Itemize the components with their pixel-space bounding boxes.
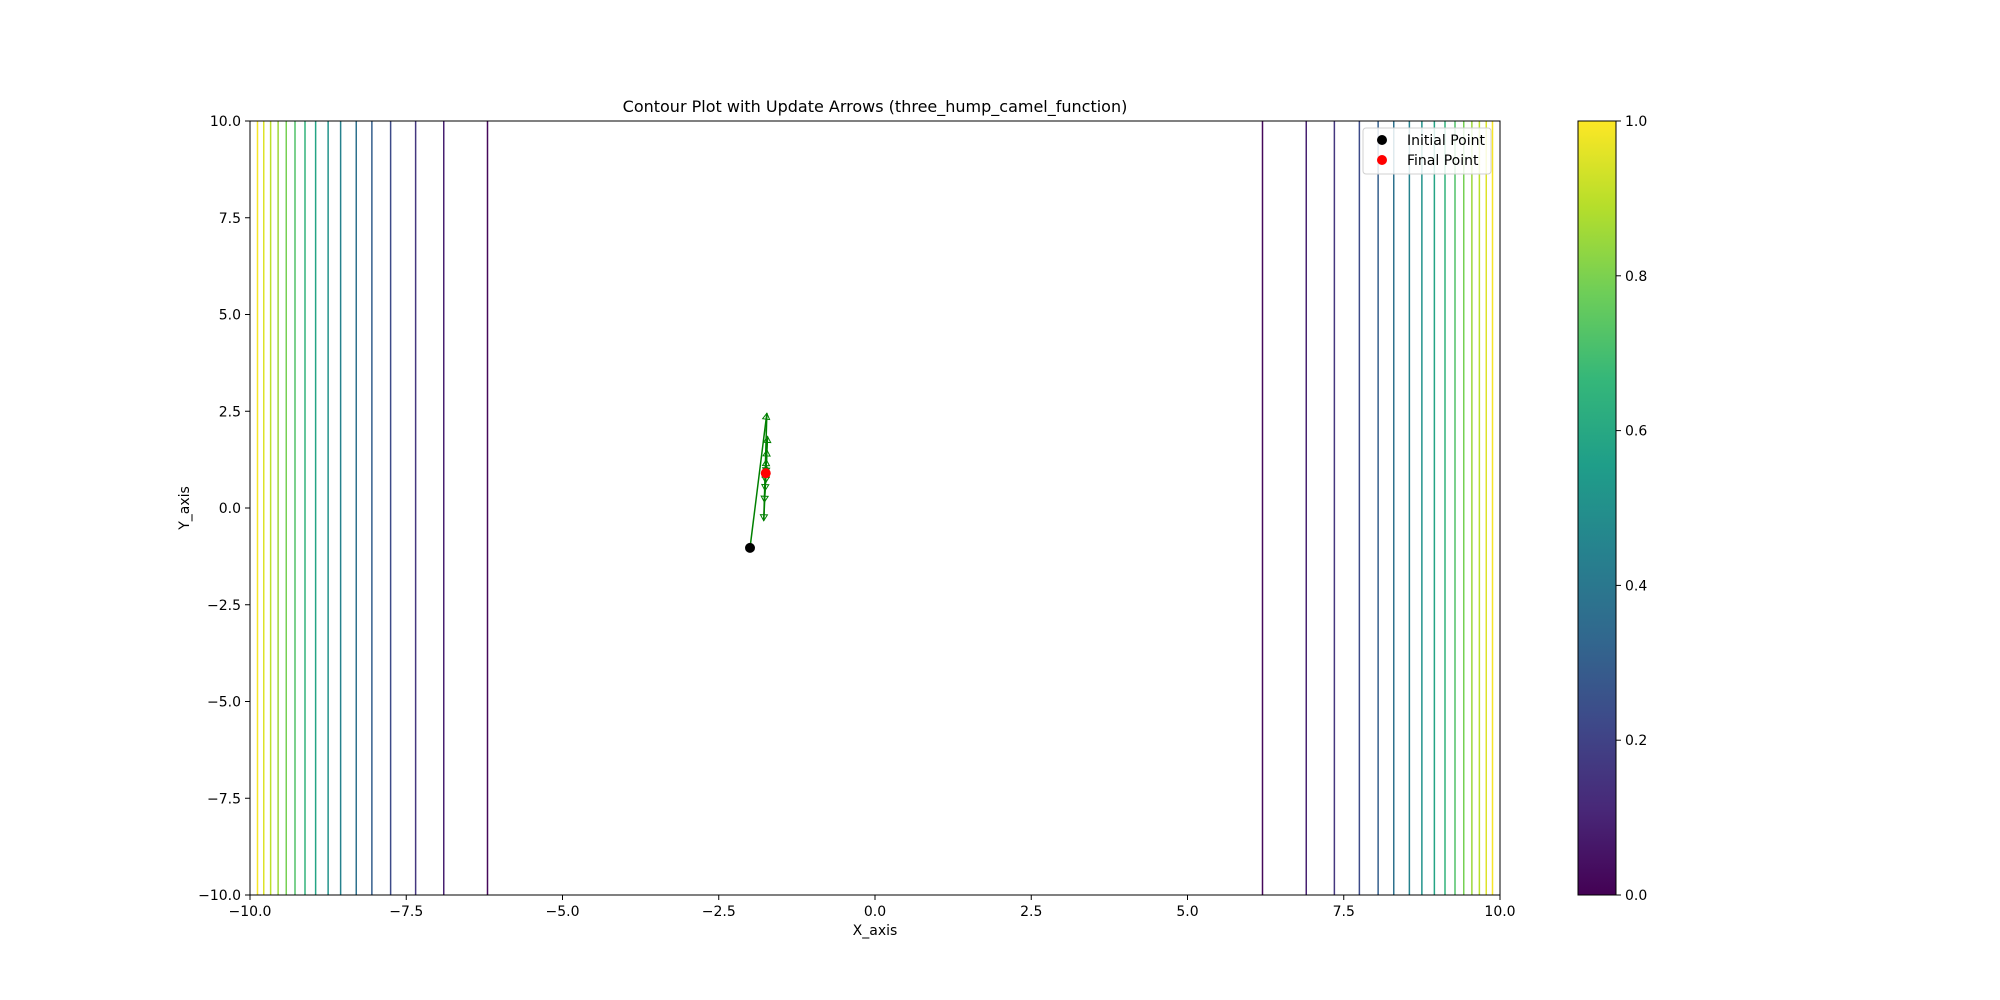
colorbar-gradient (1577, 120, 1617, 896)
legend-label-final: Final Point (1407, 153, 1479, 169)
colorbar: 0.0 0.2 0.4 0.6 0.8 1.0 (1577, 114, 1647, 904)
update-path (749, 412, 772, 548)
y-tick-label: 10.0 (210, 114, 241, 130)
x-tick-label: 7.5 (1333, 904, 1355, 920)
colorbar-tick-label: 0.2 (1625, 733, 1647, 749)
legend-box (1362, 127, 1492, 175)
y-axis-ticks: −10.0 −7.5 −5.0 −2.5 0.0 2.5 5.0 7.5 10.0 (198, 114, 250, 904)
legend-marker-final (1377, 155, 1387, 165)
legend: Initial Point Final Point (1362, 127, 1492, 175)
y-tick-label: 7.5 (219, 211, 241, 227)
colorbar-ticks: 0.0 0.2 0.4 0.6 0.8 1.0 (1616, 114, 1647, 904)
y-tick-label: −2.5 (207, 598, 241, 614)
x-tick-label: −7.5 (389, 904, 423, 920)
initial-point-marker (745, 542, 755, 553)
chart-title: Contour Plot with Update Arrows (three_h… (623, 97, 1128, 117)
colorbar-tick-label: 0.4 (1625, 578, 1647, 594)
y-tick-label: 0.0 (219, 501, 241, 517)
x-axis-label: X_axis (853, 923, 898, 939)
x-tick-label: 10.0 (1484, 904, 1515, 920)
colorbar-tick-label: 0.6 (1625, 424, 1647, 440)
x-tick-label: −10.0 (229, 904, 272, 920)
plot-frame (249, 120, 1501, 896)
y-tick-label: 2.5 (219, 404, 241, 420)
y-tick-label: −10.0 (198, 888, 241, 904)
legend-marker-initial (1377, 135, 1387, 145)
x-axis-ticks: −10.0 −7.5 −5.0 −2.5 0.0 2.5 5.0 7.5 10.0 (229, 895, 1516, 920)
final-point-marker (760, 468, 771, 479)
x-tick-label: 2.5 (1020, 904, 1042, 920)
colorbar-tick-label: 1.0 (1625, 114, 1647, 130)
y-tick-label: −7.5 (207, 791, 241, 807)
colorbar-tick-label: 0.0 (1625, 888, 1647, 904)
x-tick-label: −2.5 (702, 904, 736, 920)
x-tick-label: −5.0 (546, 904, 580, 920)
x-tick-label: 0.0 (864, 904, 886, 920)
contour-lines (256, 121, 1494, 895)
marker-points (745, 468, 771, 553)
y-axis-label: Y_axis (177, 486, 193, 531)
legend-label-initial: Initial Point (1407, 133, 1485, 149)
y-tick-label: −5.0 (207, 695, 241, 711)
update-arrow-segment (749, 413, 768, 548)
x-tick-label: 5.0 (1176, 904, 1198, 920)
y-tick-label: 5.0 (219, 308, 241, 324)
colorbar-tick-label: 0.8 (1625, 269, 1647, 285)
